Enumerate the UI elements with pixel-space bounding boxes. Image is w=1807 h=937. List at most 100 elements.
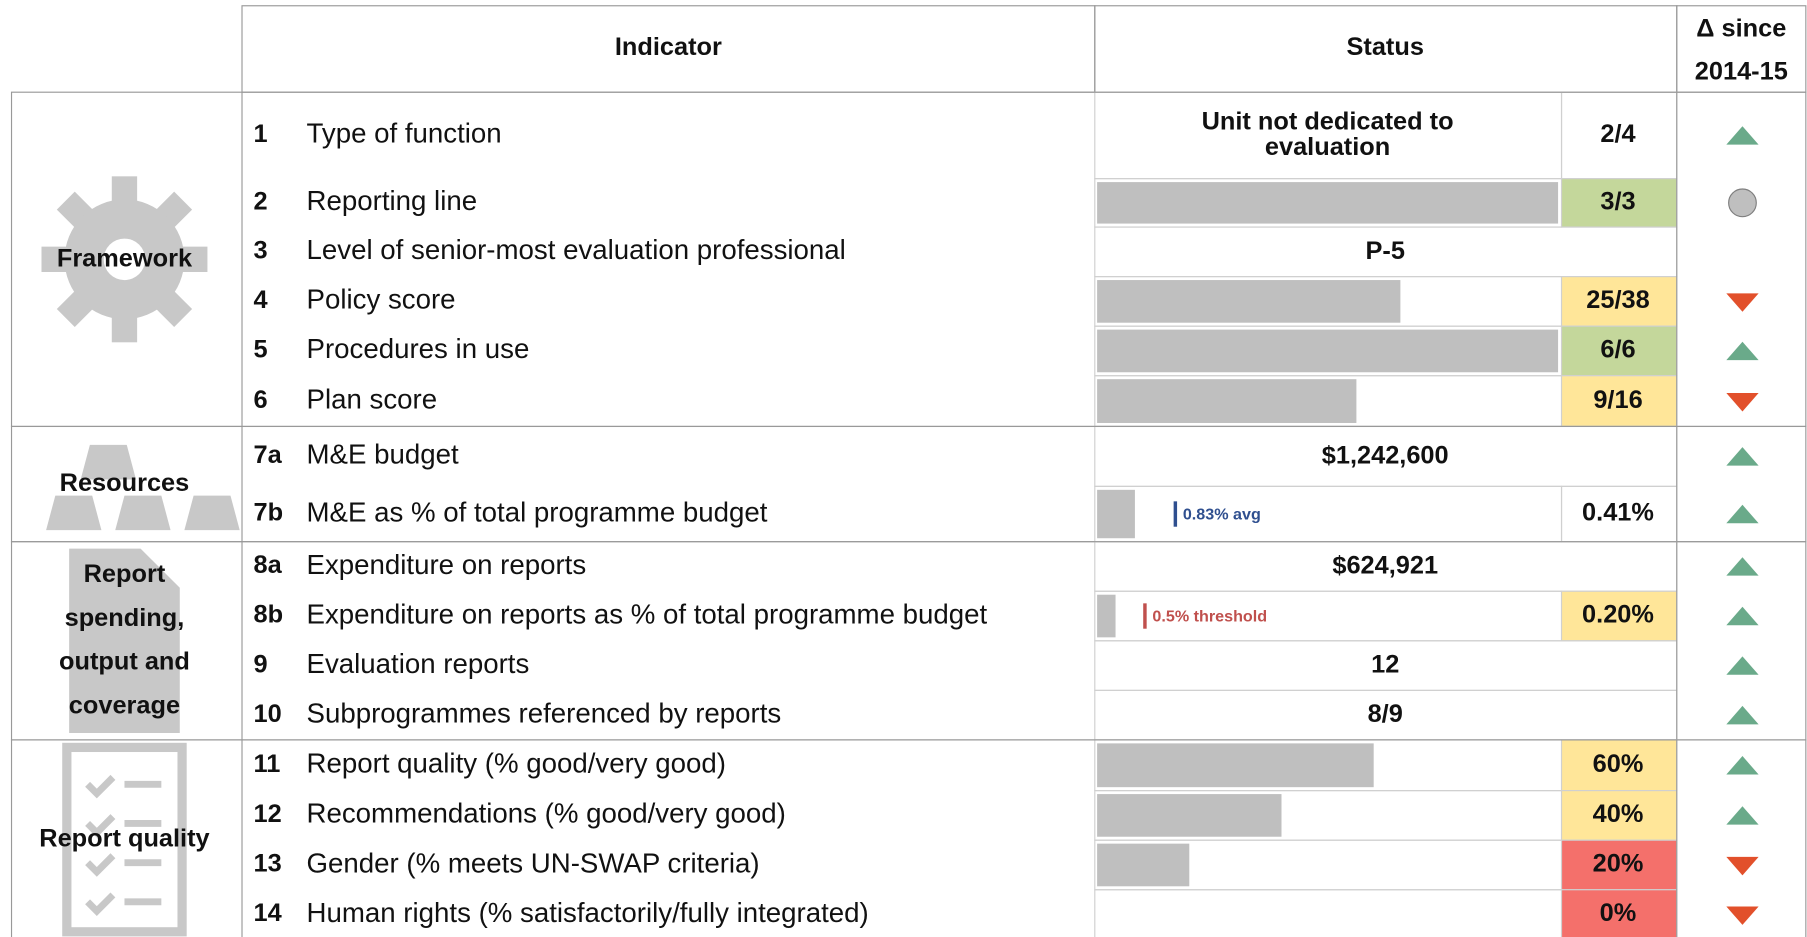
score: 60% — [1593, 750, 1644, 778]
gold-bar — [80, 444, 136, 480]
gold-bar — [115, 495, 171, 531]
status-bar — [1097, 489, 1135, 539]
trend-down — [1726, 906, 1759, 925]
indicator-label: Gender (% meets UN-SWAP criteria) — [307, 847, 760, 878]
score: 20% — [1593, 850, 1644, 878]
score: 6/6 — [1600, 336, 1635, 364]
check — [85, 774, 116, 799]
check — [85, 814, 116, 838]
gear-icon — [41, 176, 208, 343]
check — [85, 853, 116, 877]
row-number: 8b — [254, 601, 284, 629]
status-text: 12 — [1371, 650, 1399, 678]
marker-line — [1173, 501, 1178, 527]
status-text: $624,921 — [1332, 551, 1438, 579]
score: 0.41% — [1582, 499, 1654, 527]
gold-icon — [46, 444, 240, 531]
group-label: Report spending, output and coverage — [59, 560, 190, 719]
checklist-board — [62, 742, 187, 937]
score-cell — [1560, 375, 1678, 428]
score: 0% — [1600, 899, 1637, 927]
marker-label: 0.83% avg — [1183, 505, 1261, 523]
row-number: 6 — [254, 386, 268, 414]
checklist-icon — [62, 742, 187, 937]
header-delta: 2014-15 — [1695, 57, 1788, 85]
row-number: 4 — [254, 286, 268, 314]
indicator-label: Subprogrammes referenced by reports — [307, 697, 782, 728]
score-cell — [1560, 790, 1678, 841]
indicator-label: Type of function — [307, 118, 502, 149]
indicator-label: Level of senior-most evaluation professi… — [307, 234, 846, 265]
status-text: P-5 — [1365, 237, 1404, 265]
row-number: 5 — [254, 336, 268, 364]
row-number: 12 — [254, 800, 282, 828]
trend-up — [1726, 126, 1759, 145]
status-bar — [1097, 329, 1559, 373]
trend-up — [1726, 806, 1759, 825]
group-label: Report quality — [39, 824, 209, 852]
row-number: 8a — [254, 551, 283, 579]
row-number: 7a — [254, 441, 283, 469]
indicator-label: Recommendations (% good/very good) — [307, 798, 786, 829]
marker-label: 0.5% threshold — [1152, 607, 1267, 625]
group-label: Resources — [60, 469, 190, 497]
doc-icon — [69, 548, 180, 734]
status-bar — [1097, 794, 1282, 837]
score-cell — [1560, 276, 1678, 327]
status-bar — [1097, 182, 1559, 224]
header-indicator: Indicator — [615, 33, 722, 61]
trend-up — [1726, 557, 1759, 576]
trend-up — [1726, 756, 1759, 775]
trend-up — [1726, 705, 1759, 725]
row-number: 13 — [254, 850, 282, 878]
gear-hole — [103, 238, 146, 281]
trend-up — [1726, 504, 1759, 524]
row-number: 14 — [254, 899, 282, 927]
status-text: $1,242,600 — [1322, 441, 1449, 469]
indicator-label: M&E budget — [307, 439, 459, 470]
status-bar — [1097, 379, 1357, 423]
status-text: 8/9 — [1368, 700, 1403, 728]
score: 9/16 — [1593, 386, 1642, 414]
status-cell — [1094, 485, 1563, 543]
marker-line — [1143, 603, 1147, 629]
score: 3/3 — [1600, 188, 1635, 216]
status-bar — [1097, 280, 1401, 323]
indicator-label: M&E as % of total programme budget — [307, 496, 768, 527]
score-cell — [1560, 839, 1678, 891]
indicator-label: Evaluation reports — [307, 648, 530, 679]
indicator-label: Procedures in use — [307, 333, 530, 364]
status-bar — [1097, 594, 1116, 638]
indicator-label: Reporting line — [307, 185, 478, 216]
score-cell — [1560, 590, 1678, 642]
score: 25/38 — [1586, 286, 1649, 314]
trend-down — [1726, 393, 1759, 412]
indicator-label: Expenditure on reports as % of total pro… — [307, 598, 988, 629]
indicator-label: Policy score — [307, 284, 456, 315]
trend-up — [1726, 447, 1759, 466]
status-bar — [1097, 843, 1190, 887]
header-delta: Δ since — [1696, 15, 1786, 43]
header-status: Status — [1346, 33, 1423, 61]
check — [85, 892, 116, 916]
score: 2/4 — [1600, 120, 1635, 148]
indicator-label: Expenditure on reports — [307, 549, 587, 580]
row-number: 1 — [254, 120, 268, 148]
trend-up — [1726, 341, 1759, 361]
indicator-label: Human rights (% satisfactorily/fully int… — [307, 897, 869, 928]
score-cell — [1560, 889, 1678, 937]
row-number: 11 — [254, 750, 281, 778]
trend-up — [1726, 606, 1759, 626]
score: 40% — [1593, 800, 1644, 828]
gold-bar — [184, 495, 240, 531]
status-cell — [1094, 889, 1563, 937]
row-number: 7b — [254, 499, 284, 527]
gold-bar — [46, 495, 102, 531]
row-number: 3 — [254, 237, 268, 265]
group-border — [10, 739, 1807, 937]
status-text: Unit not dedicated to evaluation — [1202, 107, 1454, 160]
trend-up — [1726, 656, 1759, 675]
score: 0.20% — [1582, 601, 1654, 629]
